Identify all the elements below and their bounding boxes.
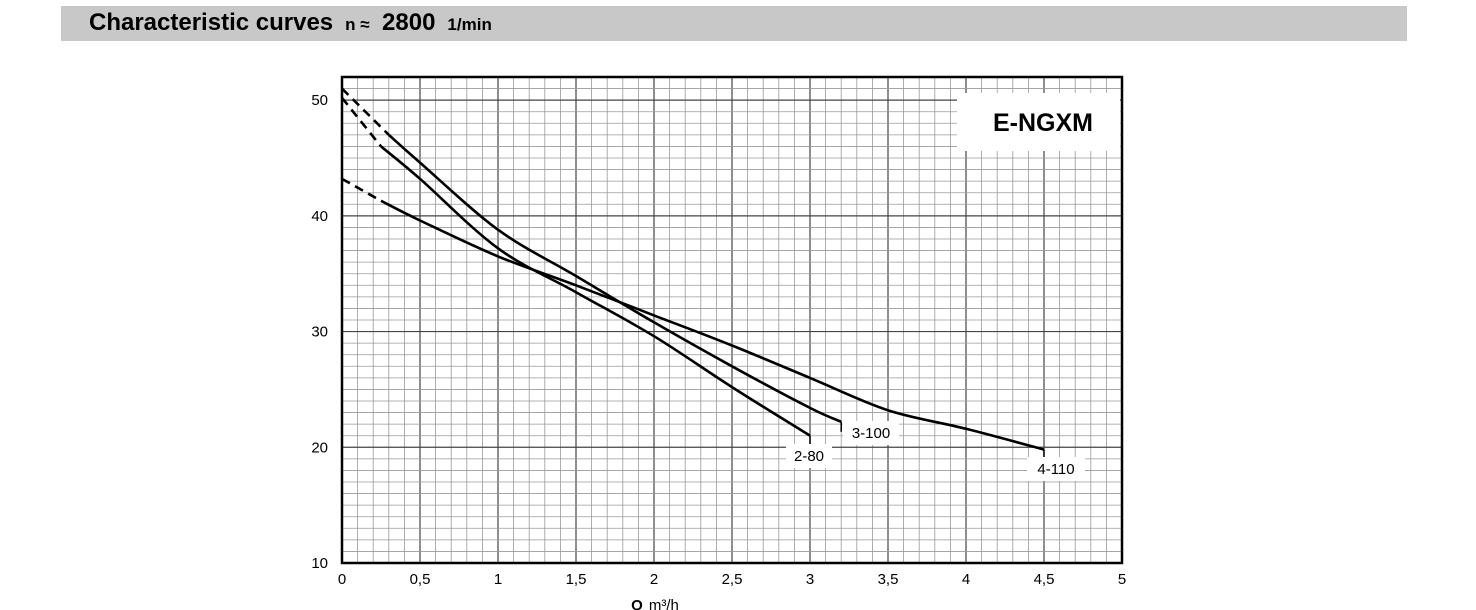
x-tick-label: 0: [338, 571, 346, 588]
curve-extrapolation: [341, 87, 390, 136]
x-tick-label: 0,5: [410, 571, 431, 588]
curve-line: [387, 133, 842, 423]
x-tick-label: 1: [494, 571, 502, 588]
y-tick-label: 50: [311, 92, 328, 109]
curve-extrapolation: [341, 177, 382, 202]
x-tick-label: 3: [806, 571, 814, 588]
curve-label: 2-80: [794, 448, 824, 465]
curves: 2-80 3-100 4-110: [340, 87, 1085, 481]
curve-line: [380, 145, 811, 437]
curve-label-background: [786, 444, 832, 468]
curve-label-background: [1027, 457, 1085, 481]
chart-header: Characteristic curves n ≈ 2800 1/min: [89, 8, 492, 41]
x-tick-label: 1,5: [566, 571, 587, 588]
curve-line: [380, 199, 1045, 451]
x-tick-label: 2: [650, 571, 658, 588]
curve-label: 4-110: [1037, 461, 1074, 478]
y-tick-label: 10: [311, 555, 328, 572]
x-tick-label: 3,5: [878, 571, 899, 588]
curve-label: 3-100: [852, 425, 890, 442]
speed-value: 2800: [382, 9, 436, 36]
series-4-110: 4-110: [341, 177, 1085, 481]
model-label-box: E-NGXM: [957, 93, 1120, 151]
x-axis-unit: m³/h: [649, 597, 679, 610]
tick-labels: 0 0,5 1 1,5 2 2,5 3 3,5 4 4,5 5 10 20 30 40 50: [311, 92, 1126, 588]
series-2-80: 2-80: [340, 97, 832, 468]
plot-frame: [340, 75, 1124, 565]
model-label-background: [957, 93, 1120, 151]
curve-label-background: [843, 421, 899, 445]
speed-unit: 1/min: [447, 15, 492, 34]
grid: [342, 77, 1122, 563]
x-axis-symbol: Q: [631, 597, 643, 610]
header-band: [61, 6, 1407, 41]
x-tick-label: 5: [1118, 571, 1126, 588]
x-tick-label: 2,5: [722, 571, 743, 588]
y-tick-label: 40: [311, 208, 328, 225]
speed-symbol: n ≈: [345, 15, 370, 34]
x-tick-label: 4: [962, 571, 970, 588]
series-3-100: 3-100: [341, 87, 899, 445]
model-label: E-NGXM: [993, 109, 1093, 137]
page-title: Characteristic curves: [89, 9, 334, 36]
x-tick-label: 4,5: [1034, 571, 1055, 588]
y-tick-label: 30: [311, 324, 328, 341]
y-tick-label: 20: [311, 439, 328, 456]
curve-extrapolation: [340, 97, 383, 148]
